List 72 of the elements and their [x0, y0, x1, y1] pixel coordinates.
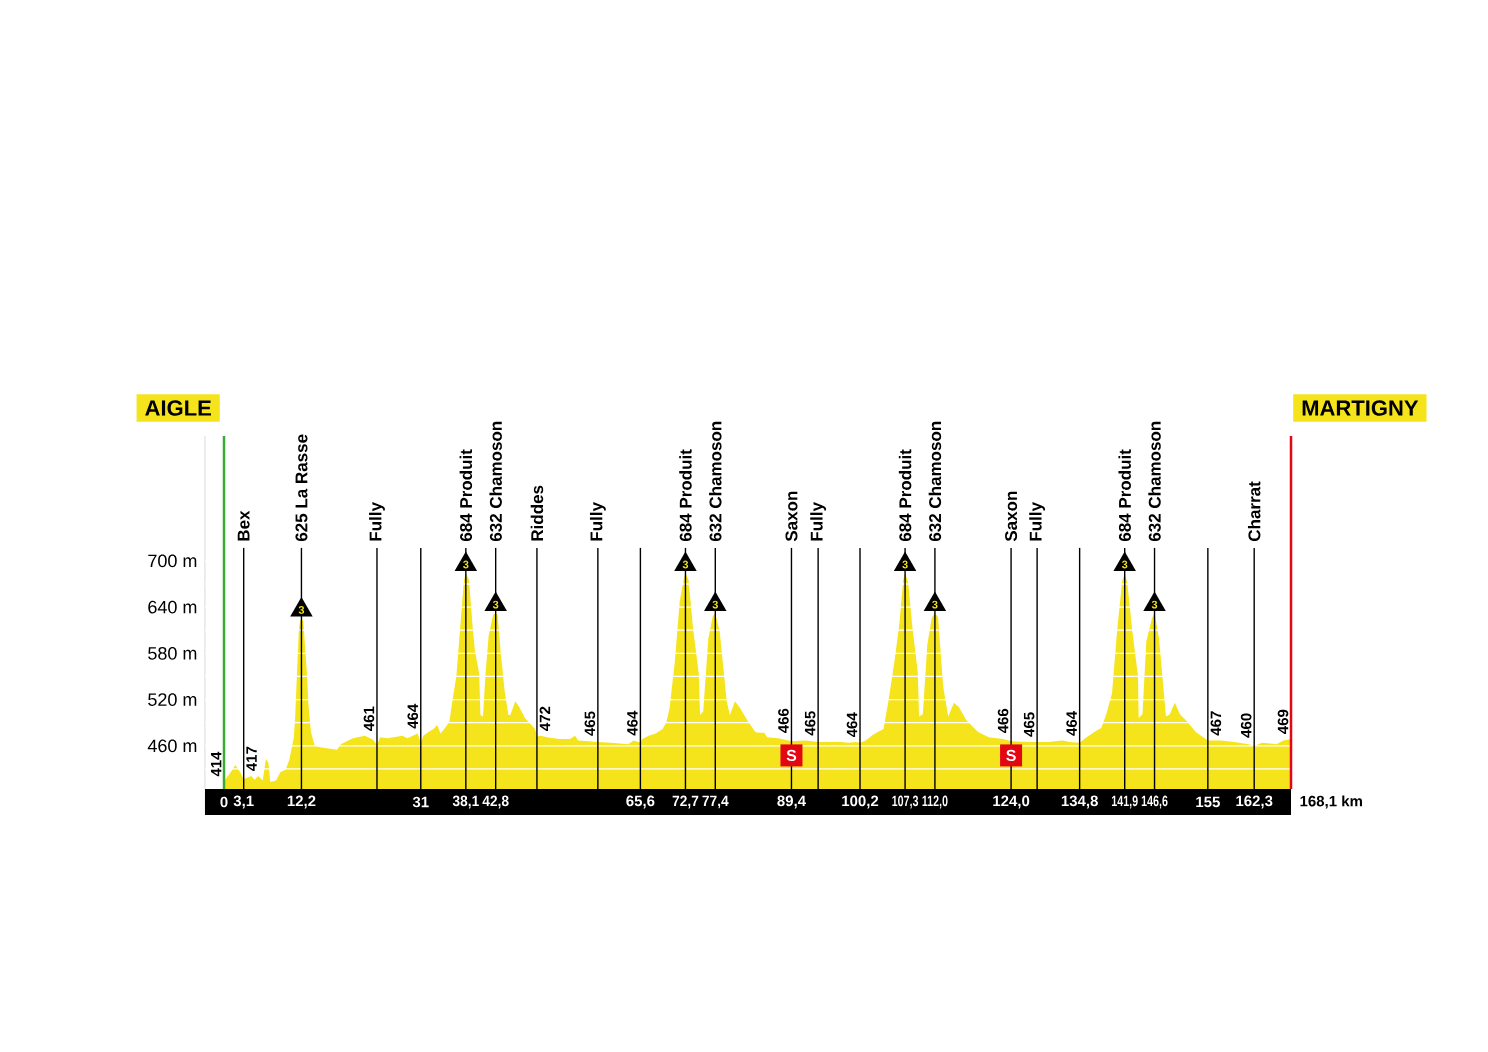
x-tick-label: 100,2 [842, 795, 879, 809]
ref-line-label: Fully [810, 502, 827, 541]
x-tick-label: 162,3 [1236, 795, 1273, 809]
x-tick-label: 146,6 [1141, 795, 1168, 809]
data-label: 464 [1066, 711, 1077, 736]
annotation: 3 [682, 560, 689, 569]
data-label: 417 [246, 746, 257, 771]
x-tick-label: 65,6 [626, 795, 655, 809]
annotation: 3 [1121, 560, 1128, 569]
ref-line-label: Fully [589, 502, 606, 541]
data-label: 464 [846, 712, 858, 738]
annotation: 3 [712, 600, 718, 609]
ref-line-label: Charrat [1247, 481, 1261, 542]
annotation: 3 [932, 600, 938, 609]
x-tick-label: 38,1 [452, 795, 479, 809]
ref-line-label: MARTIGNY [1302, 400, 1419, 416]
ref-line-label: Riddes [530, 485, 544, 541]
annotation: 3 [463, 560, 469, 569]
x-tick-label: 141,9 [1111, 795, 1138, 809]
x-tick-label: 12,2 [287, 795, 316, 809]
x-tick-label: 31 [412, 796, 429, 808]
data-label: 465 [804, 711, 816, 736]
data-label: 469 [1277, 709, 1289, 734]
ref-line-label: 632 Chamoson [928, 421, 942, 542]
ref-line-label: 632 Chamoson [709, 421, 722, 542]
x-tick-label: 42,8 [482, 795, 509, 809]
data-label: 465 [1023, 712, 1035, 737]
annotation: 3 [1151, 600, 1158, 609]
ref-line-label: 684 Produit [679, 449, 692, 542]
x-tick-label: 134,8 [1061, 795, 1098, 809]
annotation: 3 [492, 600, 499, 609]
ref-line-label: 632 Chamoson [489, 421, 502, 542]
data-label: 467 [1210, 711, 1222, 736]
annotation: S [786, 749, 797, 762]
data-label: 414 [210, 751, 222, 777]
ref-line-label: 684 Produit [898, 449, 912, 542]
ref-line-label: Bex [237, 510, 250, 541]
data-label: 466 [997, 708, 1009, 734]
y-tick-label: 640 m [148, 600, 197, 614]
x-tick-label: 107,3 [892, 795, 919, 809]
x-tick-label: 77,4 [702, 795, 729, 809]
x-tick-label: 155 [1196, 796, 1220, 808]
y-tick-label: 700 m [148, 554, 197, 568]
data-label: 464 [407, 703, 419, 729]
x-tick-label: 89,4 [777, 795, 806, 809]
x-tick-label: 72,7 [672, 795, 699, 809]
annotation: S [1006, 749, 1016, 762]
annotation: 3 [902, 560, 908, 569]
ref-line-label: 632 Chamoson [1148, 421, 1161, 542]
ref-line-label: Fully [1029, 502, 1046, 541]
y-tick-label: 580 m [148, 646, 197, 660]
data-label: 460 [1240, 713, 1252, 738]
data-label: 461 [363, 706, 375, 731]
ref-line-label: 684 Produit [1118, 449, 1131, 542]
x-tick-label: 112,0 [922, 795, 948, 809]
x-axis-title: 168,1 km [1300, 795, 1362, 809]
data-label: 465 [584, 711, 596, 736]
y-tick-label: 520 m [148, 693, 197, 706]
data-label: 464 [627, 710, 638, 736]
ref-line-label: Saxon [1005, 491, 1018, 542]
x-tick-label: 124,0 [993, 795, 1030, 809]
y-tick-label: 460 m [147, 739, 197, 753]
ref-line-label: Saxon [785, 491, 798, 542]
annotation: 3 [298, 606, 305, 614]
x-tick-label: 0 [220, 796, 228, 808]
ref-line-label: Fully [369, 502, 385, 541]
data-label: 472 [539, 706, 551, 731]
ref-line-label: 625 La Rasse [295, 434, 308, 542]
data-label: 466 [778, 708, 789, 734]
ref-line-label: 684 Produit [459, 449, 473, 542]
ref-line-label: AIGLE [145, 400, 211, 416]
x-tick-label: 3,1 [233, 795, 254, 809]
